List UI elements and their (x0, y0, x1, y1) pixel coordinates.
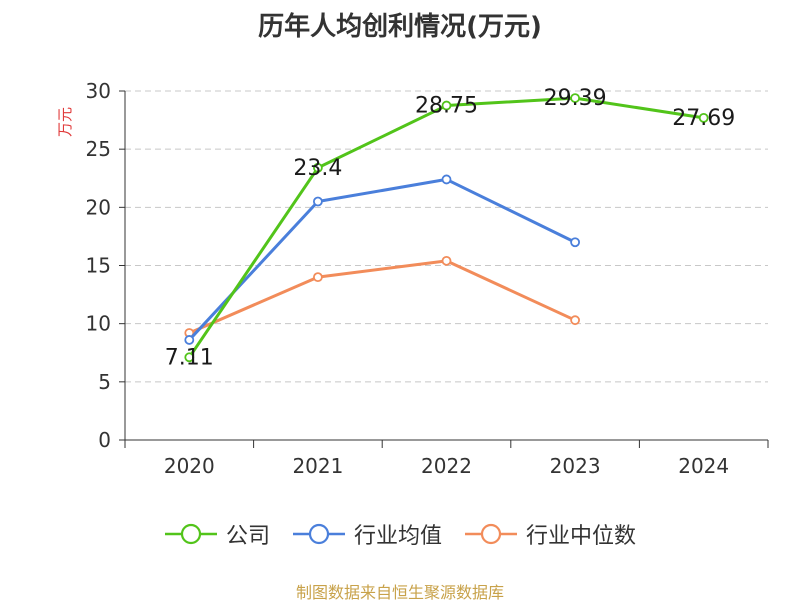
data-point (441, 100, 452, 111)
series-line-2 (188, 177, 576, 341)
series-line-3 (188, 259, 576, 335)
y-tick-label: 25 (86, 137, 111, 161)
y-tick-label: 0 (98, 428, 111, 452)
chart-title: 历年人均创利情况(万元) (258, 12, 542, 42)
data-point (312, 162, 323, 173)
data-point (312, 196, 323, 207)
data-point (570, 93, 580, 103)
series-line-1 (188, 96, 704, 359)
legend-label: 公司 (225, 524, 270, 549)
x-tick-label: 2023 (550, 454, 601, 478)
legend-label: 行业均值 (353, 524, 442, 549)
data-label: 7.11 (165, 345, 214, 370)
legend-item-3[interactable]: 行业中位数 (464, 518, 636, 550)
y-tick-label: 15 (86, 254, 111, 278)
legend-item-1[interactable]: 公司 (164, 518, 270, 550)
y-tick-label: 5 (98, 370, 111, 394)
x-tick-label: 2020 (164, 454, 215, 478)
x-tick-label: 2024 (678, 454, 729, 478)
data-label: 27.69 (672, 106, 735, 131)
data-point (441, 174, 452, 185)
source-note: 制图数据来自恒生聚源数据库 (295, 583, 504, 602)
legend-item-2[interactable]: 行业均值 (292, 518, 442, 550)
data-label: 23.4 (293, 156, 342, 181)
data-label: 28.75 (415, 94, 478, 119)
x-tick-label: 2022 (421, 454, 472, 478)
y-tick-label: 30 (86, 79, 111, 103)
y-axis-title: 万元 (56, 107, 74, 137)
data-point (441, 255, 452, 266)
data-point (312, 272, 323, 283)
legend: 公司 行业均值 行业中位数 (0, 518, 800, 550)
data-point (698, 112, 709, 123)
y-tick-label: 10 (86, 312, 111, 336)
data-point (184, 335, 195, 345)
legend-label: 行业中位数 (526, 524, 637, 549)
legend-swatch (465, 523, 517, 545)
x-tick-label: 2021 (292, 454, 343, 478)
data-point (570, 315, 580, 326)
y-tick-label: 20 (86, 195, 111, 219)
data-label: 29.39 (544, 86, 607, 111)
legend-swatch (164, 523, 217, 545)
data-point (184, 352, 195, 363)
data-point (570, 237, 580, 248)
legend-swatch (292, 523, 345, 545)
